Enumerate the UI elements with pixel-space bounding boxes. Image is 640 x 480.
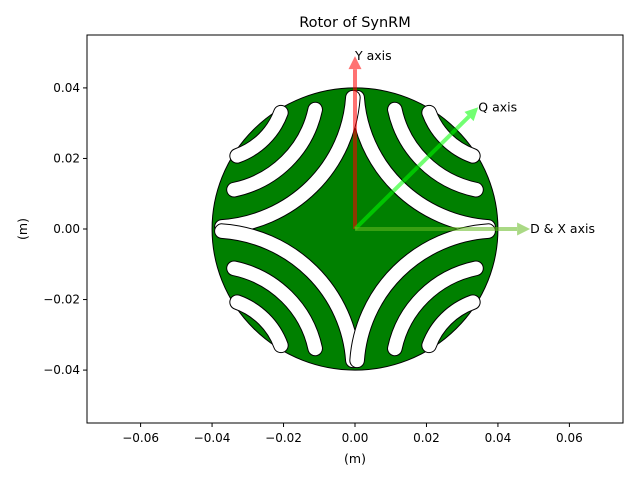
x-tick-label: −0.06 bbox=[122, 431, 159, 445]
x-tick-label: 0.04 bbox=[485, 431, 512, 445]
flux-barrier bbox=[230, 105, 288, 163]
flux-barrier bbox=[388, 261, 483, 356]
plot-area bbox=[211, 56, 531, 371]
y-tick-label: 0.00 bbox=[53, 222, 80, 236]
flux-barrier bbox=[230, 295, 288, 353]
y-tick-label: 0.04 bbox=[53, 81, 80, 95]
x-tick-label: −0.02 bbox=[265, 431, 302, 445]
x-axis-label: (m) bbox=[344, 451, 366, 466]
x-tick-label: −0.04 bbox=[194, 431, 231, 445]
axis-arrow-head bbox=[348, 56, 362, 70]
axis-arrow bbox=[348, 56, 362, 229]
x-axis-ticks: −0.06 −0.04 −0.02 0.00 0.02 0.04 0.06 bbox=[122, 423, 583, 445]
y-axis-label: (m) bbox=[15, 218, 30, 240]
axis-arrow-label: Y axis bbox=[354, 48, 392, 63]
x-tick-label: 0.00 bbox=[342, 431, 369, 445]
axis-arrow-label: D & X axis bbox=[530, 221, 595, 236]
axis-arrow bbox=[355, 222, 531, 236]
axis-arrow-head bbox=[517, 222, 531, 236]
y-axis-ticks: −0.04 −0.02 0.00 0.02 0.04 bbox=[43, 81, 87, 377]
y-tick-label: 0.02 bbox=[53, 151, 80, 165]
axis-arrow-head bbox=[464, 107, 479, 122]
x-tick-label: 0.02 bbox=[413, 431, 440, 445]
flux-barrier bbox=[227, 261, 322, 356]
y-tick-label: −0.04 bbox=[43, 363, 80, 377]
chart-title: Rotor of SynRM bbox=[299, 15, 411, 31]
flux-barrier bbox=[422, 295, 480, 353]
axis-arrow-labels: Y axis Q axis D & X axis bbox=[354, 48, 595, 236]
axis-arrow bbox=[353, 107, 479, 231]
axis-arrow-label: Q axis bbox=[478, 99, 517, 114]
x-tick-label: 0.06 bbox=[556, 431, 583, 445]
axis-arrow-shaft bbox=[353, 115, 471, 231]
flux-barrier bbox=[215, 90, 360, 234]
y-tick-label: −0.02 bbox=[43, 293, 80, 307]
flux-barrier bbox=[215, 224, 360, 368]
flux-barrier bbox=[227, 102, 322, 197]
axis-arrows bbox=[348, 56, 531, 236]
flux-barrier bbox=[350, 224, 495, 368]
